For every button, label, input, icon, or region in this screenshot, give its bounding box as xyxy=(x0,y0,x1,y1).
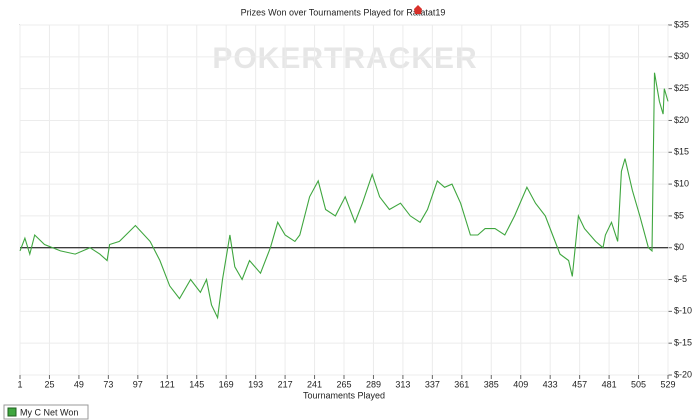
y-tick-label: $35 xyxy=(674,19,689,29)
x-tick-label: 457 xyxy=(572,379,587,389)
legend-swatch xyxy=(7,407,17,417)
x-tick-label: 145 xyxy=(189,379,204,389)
legend-label: My C Net Won xyxy=(20,407,78,417)
x-tick-label: 289 xyxy=(366,379,381,389)
x-tick-label: 481 xyxy=(602,379,617,389)
y-tick-label: $20 xyxy=(674,115,689,125)
chart-title: Prizes Won over Tournaments Played for R… xyxy=(241,7,446,17)
x-tick-label: 265 xyxy=(336,379,351,389)
y-tick-label: $15 xyxy=(674,147,689,157)
y-tick-label: $10 xyxy=(674,178,689,188)
x-tick-label: 361 xyxy=(454,379,469,389)
y-tick-label: $-20 xyxy=(674,369,692,379)
x-tick-label: 97 xyxy=(133,379,143,389)
legend xyxy=(3,404,89,420)
x-axis-label: Tournaments Played xyxy=(303,390,385,400)
x-tick-label: 25 xyxy=(44,379,54,389)
y-tick-label: $0 xyxy=(674,242,684,252)
x-tick-label: 121 xyxy=(160,379,175,389)
x-tick-label: 169 xyxy=(219,379,234,389)
x-tick-label: 73 xyxy=(103,379,113,389)
x-tick-label: 49 xyxy=(74,379,84,389)
x-tick-label: 1 xyxy=(17,379,22,389)
x-tick-label: 241 xyxy=(307,379,322,389)
x-tick-label: 217 xyxy=(278,379,293,389)
x-tick-label: 313 xyxy=(395,379,410,389)
x-tick-label: 193 xyxy=(248,379,263,389)
y-tick-label: $30 xyxy=(674,51,689,61)
y-tick-label: $-15 xyxy=(674,338,692,348)
player-icon xyxy=(414,5,422,14)
x-tick-label: 433 xyxy=(543,379,558,389)
series-line xyxy=(19,72,669,320)
x-tick-label: 529 xyxy=(660,379,675,389)
x-tick-label: 409 xyxy=(513,379,528,389)
x-tick-label: 337 xyxy=(425,379,440,389)
x-tick-label: 505 xyxy=(631,379,646,389)
y-tick-label: $-5 xyxy=(674,274,687,284)
watermark: POKERTRACKER xyxy=(212,42,477,75)
y-tick-label: $5 xyxy=(674,210,684,220)
x-tick-label: 385 xyxy=(484,379,499,389)
y-tick-label: $-10 xyxy=(674,306,692,316)
y-tick-label: $25 xyxy=(674,83,689,93)
